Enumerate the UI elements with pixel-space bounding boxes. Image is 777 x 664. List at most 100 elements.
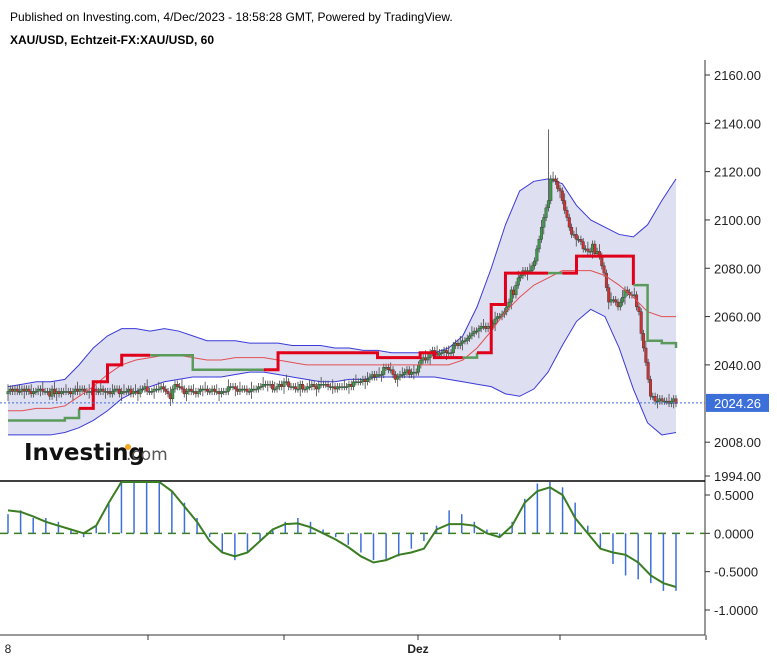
candle-body bbox=[34, 391, 38, 393]
trail-stop-up bbox=[462, 352, 479, 359]
candle-body bbox=[141, 388, 145, 391]
signal-line bbox=[7, 481, 677, 588]
trail-stop-up bbox=[150, 353, 264, 371]
osc-tick-label: 0.0000 bbox=[714, 526, 754, 541]
price-tick-label: 2100.00 bbox=[714, 213, 761, 228]
candle-body bbox=[472, 330, 476, 334]
candle-body bbox=[674, 398, 678, 404]
candle-body bbox=[507, 301, 511, 308]
candle-body bbox=[205, 388, 209, 392]
candle-body bbox=[519, 275, 523, 279]
candle-body bbox=[655, 400, 659, 403]
last-price-badge bbox=[706, 393, 769, 412]
candle-body bbox=[609, 299, 613, 303]
candle-body bbox=[238, 388, 242, 392]
candle-body bbox=[493, 318, 497, 325]
candle-body bbox=[391, 369, 395, 375]
candle-body bbox=[219, 391, 223, 395]
candle-body bbox=[120, 391, 124, 395]
candle-body bbox=[189, 388, 193, 392]
candle-body bbox=[161, 386, 165, 390]
osc-tick-label: -1.0000 bbox=[714, 603, 758, 618]
price-axis: 2160.00 2140.00 2120.00 2100.00 2080.00 2060.… bbox=[705, 68, 761, 484]
candle-body bbox=[475, 330, 479, 333]
candle-body bbox=[653, 396, 657, 402]
candle-body bbox=[368, 376, 372, 380]
candle-body bbox=[468, 335, 472, 339]
candle-body bbox=[15, 388, 19, 392]
candle-body bbox=[185, 391, 189, 395]
candle-body bbox=[642, 333, 646, 349]
price-tick-label: 2008.00 bbox=[714, 435, 761, 450]
candle-body bbox=[537, 239, 541, 250]
price-tick-label: 2120.00 bbox=[714, 165, 761, 180]
osc-tick-label: 0.5000 bbox=[714, 488, 754, 503]
candle-body bbox=[110, 391, 114, 395]
trail-stop-up bbox=[8, 408, 81, 422]
candle-body bbox=[101, 388, 105, 392]
candle-body bbox=[138, 388, 142, 395]
candle-body bbox=[444, 350, 448, 354]
candle-body bbox=[36, 388, 40, 392]
candle-body bbox=[593, 243, 597, 254]
candle-body bbox=[553, 178, 557, 182]
candle-body bbox=[604, 272, 608, 288]
candle-body bbox=[565, 210, 569, 218]
candle-body bbox=[516, 277, 520, 286]
logo-suffix: .com bbox=[126, 445, 168, 465]
price-tick-label: 2060.00 bbox=[714, 310, 761, 325]
osc-tick-label: -0.5000 bbox=[714, 565, 758, 580]
candle-body bbox=[287, 381, 291, 387]
candle-body bbox=[470, 333, 474, 337]
candle-body bbox=[403, 371, 407, 375]
middle-band-line bbox=[8, 270, 676, 412]
candle-body bbox=[152, 388, 156, 392]
candle-body bbox=[59, 391, 63, 395]
candle-body bbox=[345, 386, 349, 388]
candle-body bbox=[375, 374, 379, 378]
candles bbox=[6, 129, 678, 409]
candle-body bbox=[113, 388, 117, 392]
candle-body bbox=[312, 384, 316, 387]
candle-body bbox=[574, 234, 578, 240]
candle-body bbox=[382, 367, 386, 375]
candle-body bbox=[294, 386, 298, 390]
oscillator-axis: 0.5000 0.0000 -0.5000 -1.0000 bbox=[705, 488, 758, 618]
oscillator-pane bbox=[0, 481, 705, 591]
indicator-lines bbox=[8, 254, 678, 422]
price-tick-label: 1994.00 bbox=[714, 469, 761, 484]
candle-body bbox=[379, 374, 383, 376]
candle-body bbox=[335, 386, 339, 390]
candle-body bbox=[602, 265, 606, 274]
candle-body bbox=[261, 384, 265, 387]
candle-body bbox=[275, 386, 279, 390]
band-lower-line bbox=[8, 308, 677, 436]
candle-body bbox=[386, 367, 390, 370]
candle-body bbox=[175, 384, 179, 387]
candle-body bbox=[301, 384, 305, 390]
candle-body bbox=[94, 388, 98, 392]
candle-body bbox=[533, 260, 537, 267]
candle-body bbox=[398, 374, 402, 378]
candle-body bbox=[560, 190, 564, 201]
candle-body bbox=[570, 226, 574, 235]
candle-body bbox=[233, 386, 237, 390]
candle-body bbox=[637, 306, 641, 312]
candle-body bbox=[250, 388, 254, 392]
candle-body bbox=[618, 301, 622, 308]
candle-body bbox=[426, 357, 430, 361]
candle-body bbox=[199, 388, 203, 392]
candle-body bbox=[208, 391, 212, 393]
candle-body bbox=[78, 388, 82, 392]
candle-body bbox=[542, 217, 546, 228]
candle-body bbox=[41, 388, 45, 392]
logo-wordmark: Investing bbox=[24, 440, 145, 466]
price-tick-label: 2160.00 bbox=[714, 68, 761, 83]
candle-body bbox=[366, 379, 370, 382]
candle-body bbox=[556, 181, 560, 189]
candle-body bbox=[440, 352, 444, 355]
candle-body bbox=[607, 287, 611, 303]
candle-body bbox=[461, 340, 465, 344]
candle-body bbox=[226, 386, 230, 392]
